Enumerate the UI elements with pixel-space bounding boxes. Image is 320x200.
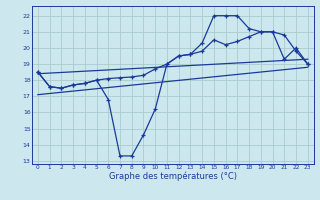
X-axis label: Graphe des températures (°C): Graphe des températures (°C) <box>109 172 237 181</box>
